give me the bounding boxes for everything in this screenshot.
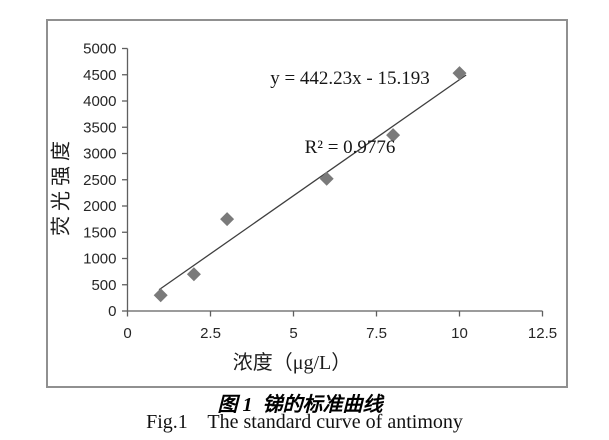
trendline-r-squared: R² = 0.9776 xyxy=(304,137,396,158)
y-tick-label: 500 xyxy=(91,277,116,294)
y-tick-label: 1500 xyxy=(83,224,116,241)
data-point xyxy=(319,171,334,186)
trendline xyxy=(158,74,467,291)
y-tick-label: 5000 xyxy=(83,41,116,58)
chart-frame xyxy=(46,19,568,388)
trendline-annotation: y = 442.23x - 15.193 R² = 0.9776 xyxy=(225,21,475,205)
trendline-equation: y = 442.23x - 15.193 xyxy=(270,68,430,89)
y-tick-label: 0 xyxy=(108,303,116,320)
data-point xyxy=(386,128,401,143)
y-axis-title: 荧光强度 xyxy=(50,136,73,236)
x-tick-label: 7.5 xyxy=(366,325,387,342)
x-tick-label: 10 xyxy=(451,325,468,342)
data-point xyxy=(452,66,467,81)
y-tick-label: 1000 xyxy=(83,251,116,268)
x-axis-title: 浓度（μg/L） xyxy=(232,352,352,374)
data-point xyxy=(153,288,168,303)
x-tick-label: 5 xyxy=(289,325,297,342)
x-tick-label: 2.5 xyxy=(200,325,221,342)
figure-caption-english: Fig.1 The standard curve of antimony xyxy=(146,411,463,433)
figure-caption-chinese: 图 1 锑的标准曲线 xyxy=(217,394,383,416)
y-tick-label: 2000 xyxy=(83,198,116,215)
data-point xyxy=(186,267,201,282)
y-tick-label: 4500 xyxy=(83,67,116,84)
y-tick-label: 2500 xyxy=(83,172,116,189)
y-tick-label: 4000 xyxy=(83,93,116,110)
y-tick-label: 3500 xyxy=(83,119,116,136)
x-tick-label: 0 xyxy=(123,325,131,342)
x-tick-label: 12.5 xyxy=(528,325,557,342)
data-point xyxy=(220,212,235,227)
y-tick-label: 3000 xyxy=(83,146,116,163)
